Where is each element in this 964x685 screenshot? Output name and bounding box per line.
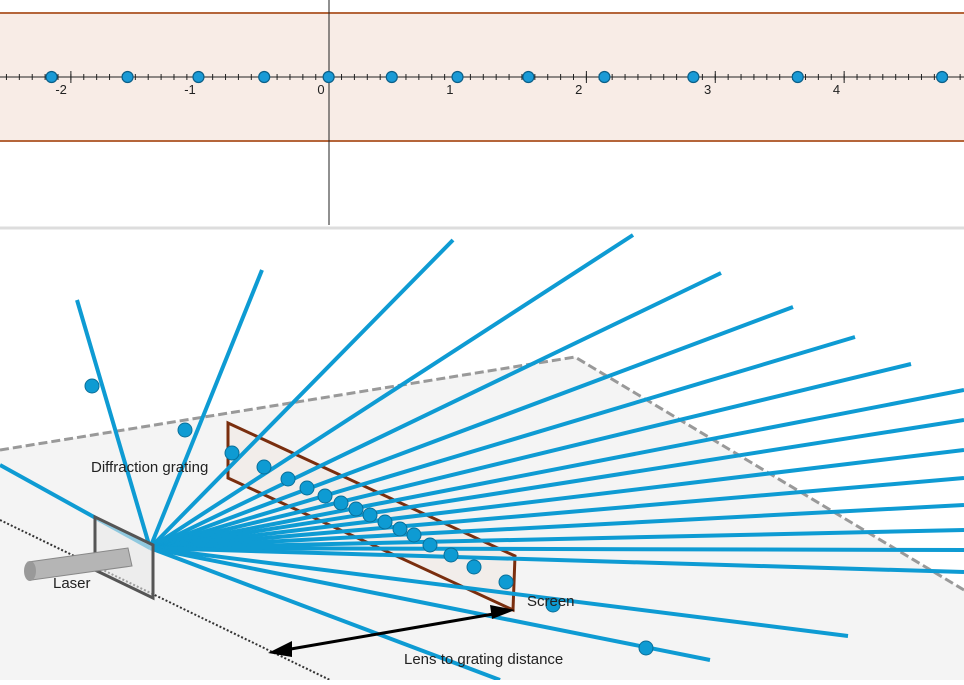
point (84, 378, 100, 394)
point (443, 547, 459, 563)
point (791, 70, 804, 84)
ray (149, 335, 856, 550)
3d-view: Diffraction grating Laser Screen Lens to… (0, 233, 964, 682)
ray (75, 299, 152, 549)
point (406, 527, 422, 543)
distance-arrow (284, 610, 506, 652)
ray (149, 546, 849, 638)
distance-label: Lens to grating distance (404, 651, 563, 668)
laser-end (24, 561, 36, 581)
point (280, 471, 296, 487)
ray (148, 238, 455, 550)
tick-label: -2 (55, 82, 67, 97)
ray (149, 362, 912, 550)
point (177, 422, 193, 438)
rays (0, 233, 964, 682)
tick-label: -1 (184, 82, 196, 97)
ray (149, 503, 964, 550)
ray (149, 476, 964, 550)
ray (149, 528, 964, 550)
arrow-head (490, 605, 515, 619)
grating-label: Diffraction grating (91, 459, 208, 476)
point (299, 480, 315, 496)
point (348, 501, 364, 517)
ray (149, 388, 964, 550)
point (392, 521, 408, 537)
ray (149, 546, 711, 662)
ray-points (84, 378, 654, 656)
point (258, 70, 271, 84)
point (687, 70, 700, 84)
point (322, 70, 335, 84)
tick-label: 1 (446, 82, 453, 97)
point (192, 70, 205, 84)
point (385, 70, 398, 84)
point (333, 495, 349, 511)
point (545, 597, 561, 613)
point (362, 507, 378, 523)
point (224, 445, 240, 461)
ray (149, 271, 722, 550)
tick-label: 0 (317, 82, 324, 97)
ray (149, 305, 794, 550)
point (522, 70, 535, 84)
tick-label: 4 (833, 82, 840, 97)
ray (149, 418, 964, 550)
number-line-view: -2 -1 0 1 2 3 4 (0, 0, 964, 225)
arrow-head (268, 641, 292, 657)
point (638, 640, 654, 656)
point (498, 574, 514, 590)
laser-label: Laser (53, 575, 91, 592)
point (935, 70, 949, 84)
point (256, 459, 272, 475)
point (45, 70, 58, 84)
point (422, 537, 438, 553)
ray (149, 546, 501, 682)
tick-label: 2 (575, 82, 582, 97)
ray (149, 546, 964, 574)
point (317, 488, 333, 504)
ray (149, 448, 964, 550)
ray (148, 233, 635, 550)
point (598, 70, 611, 84)
ray (148, 269, 264, 549)
ray (149, 546, 964, 552)
point (377, 514, 393, 530)
point (466, 559, 482, 575)
screen-label: Screen (527, 593, 575, 610)
point (121, 70, 134, 84)
tick-label: 3 (704, 82, 711, 97)
point (451, 70, 464, 84)
